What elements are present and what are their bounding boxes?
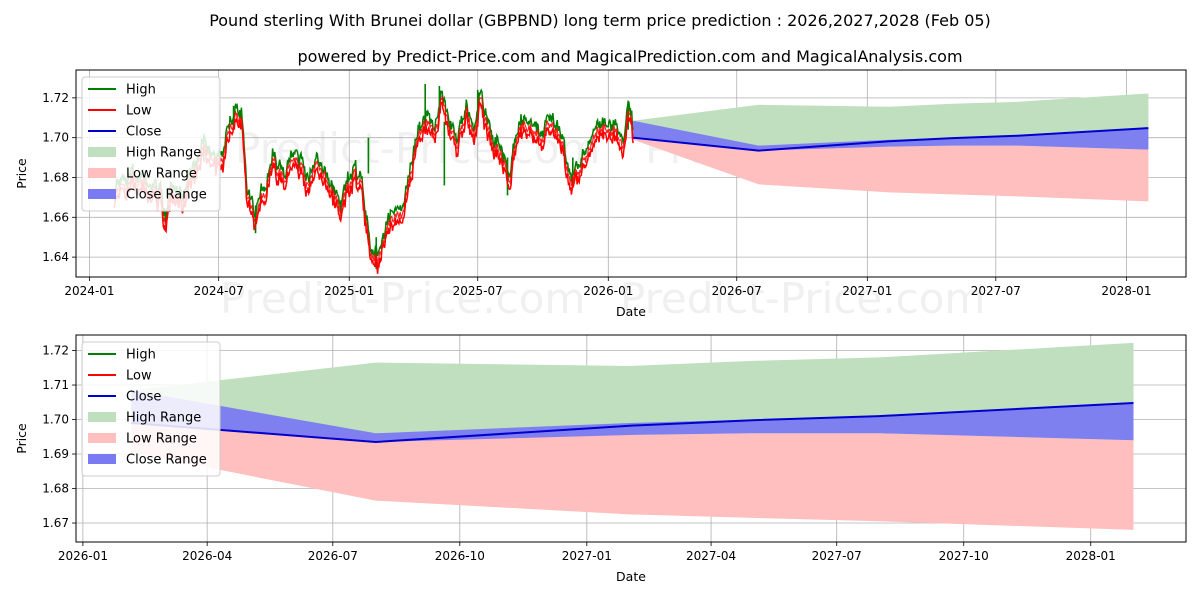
legend-high-range: High Range — [88, 146, 201, 161]
legend-low-range: Low Range — [88, 432, 197, 447]
x-tick-label: 2027-10 — [939, 549, 989, 563]
legend-close-range-label: Close Range — [126, 188, 207, 203]
legend-high-range-label: High Range — [126, 146, 201, 161]
x-tick-label: 2028-01 — [1101, 284, 1151, 298]
y-tick-label: 1.71 — [42, 378, 69, 392]
y-tick-label: 1.69 — [42, 447, 69, 461]
plot-frame — [75, 334, 1187, 543]
x-tick-label: 2027-01 — [842, 284, 892, 298]
y-tick-label: 1.64 — [42, 250, 69, 264]
legend-high-range-label: High Range — [126, 411, 201, 426]
plot-frame — [75, 69, 1187, 278]
legend: High Low Close High Range Low Range Close Ran… — [81, 341, 221, 477]
y-axis-label: Price — [14, 423, 29, 454]
low-range-band — [633, 137, 1149, 202]
legend-low-range-swatch — [88, 168, 116, 178]
legend-box — [81, 76, 221, 212]
x-tick-label: 2024-01 — [64, 284, 114, 298]
legend-box — [81, 341, 221, 477]
legend-high-label: High — [126, 83, 156, 98]
legend-high: High — [88, 348, 156, 363]
x-axis-label: Date — [616, 569, 646, 584]
legend-low-range-swatch — [88, 433, 116, 443]
y-tick-label: 1.70 — [42, 413, 69, 427]
y-tick-label: 1.72 — [42, 344, 69, 358]
legend-low-label: Low — [126, 104, 152, 119]
watermark-text: Predict-Price.com — [220, 274, 585, 323]
x-tick-label: 2027-04 — [686, 549, 736, 563]
legend-low-label: Low — [126, 369, 152, 384]
x-tick-label: 2028-01 — [1066, 549, 1116, 563]
plot-area — [113, 83, 1149, 274]
y-tick-label: 1.68 — [42, 482, 69, 496]
x-tick-label: 2026-07 — [308, 549, 358, 563]
y-tick-label: 1.68 — [42, 170, 69, 184]
legend-low-range: Low Range — [88, 167, 197, 182]
x-tick-label: 2027-07 — [971, 284, 1021, 298]
close-range-band — [633, 120, 1149, 151]
x-axis-label: Date — [616, 304, 646, 319]
legend-low-range-label: Low Range — [126, 432, 197, 447]
x-tick-label: 2026-01 — [583, 284, 633, 298]
legend-high-label: High — [126, 348, 156, 363]
low-range-band — [131, 423, 1134, 530]
legend-close-range: Close Range — [88, 188, 207, 203]
y-tick-label: 1.67 — [42, 516, 69, 530]
x-tick-label: 2026-04 — [182, 549, 232, 563]
legend: High Low Close High Range Low Range Close Ran… — [81, 76, 221, 212]
x-tick-label: 2024-07 — [194, 284, 244, 298]
legend-close-range-swatch — [88, 189, 116, 199]
legend-close-range: Close Range — [88, 453, 207, 468]
legend-close-range-swatch — [88, 454, 116, 464]
y-tick-label: 1.72 — [42, 91, 69, 105]
x-tick-label: 2027-01 — [562, 549, 612, 563]
legend-close-label: Close — [126, 390, 161, 405]
legend-low: Low — [88, 104, 152, 119]
x-tick-label: 2027-07 — [812, 549, 862, 563]
legend-high-range: High Range — [88, 411, 201, 426]
legend-low: Low — [88, 369, 152, 384]
watermark-text: Predict-Price.com — [620, 274, 985, 323]
plot-area — [131, 342, 1134, 530]
close-forecast-line — [632, 127, 1149, 152]
y-tick-label: 1.70 — [42, 131, 69, 145]
x-tick-label: 2025-07 — [453, 284, 503, 298]
x-tick-label: 2026-07 — [712, 284, 762, 298]
legend-high-range-swatch — [88, 147, 116, 157]
legend-low-range-label: Low Range — [126, 167, 197, 182]
x-tick-label: 2026-10 — [435, 549, 485, 563]
legend-close-range-label: Close Range — [126, 453, 207, 468]
x-tick-label: 2026-01 — [58, 549, 108, 563]
legend-close: Close — [88, 125, 161, 140]
y-tick-label: 1.66 — [42, 210, 69, 224]
forecast-zoom-chart: Predict-Price.comPredict-Price.com2026-0… — [14, 334, 1187, 584]
close-forecast-line — [131, 402, 1134, 444]
legend-high-range-swatch — [88, 412, 116, 422]
close-range-band — [131, 390, 1134, 442]
legend-close: Close — [88, 390, 161, 405]
x-tick-label: 2025-01 — [324, 284, 374, 298]
chart-subtitle: powered by Predict-Price.com and Magical… — [297, 47, 962, 66]
chart-title: Pound sterling With Brunei dollar (GBPBN… — [209, 11, 991, 30]
y-axis-label: Price — [14, 158, 29, 189]
legend-high: High — [88, 83, 156, 98]
legend-close-label: Close — [126, 125, 161, 140]
